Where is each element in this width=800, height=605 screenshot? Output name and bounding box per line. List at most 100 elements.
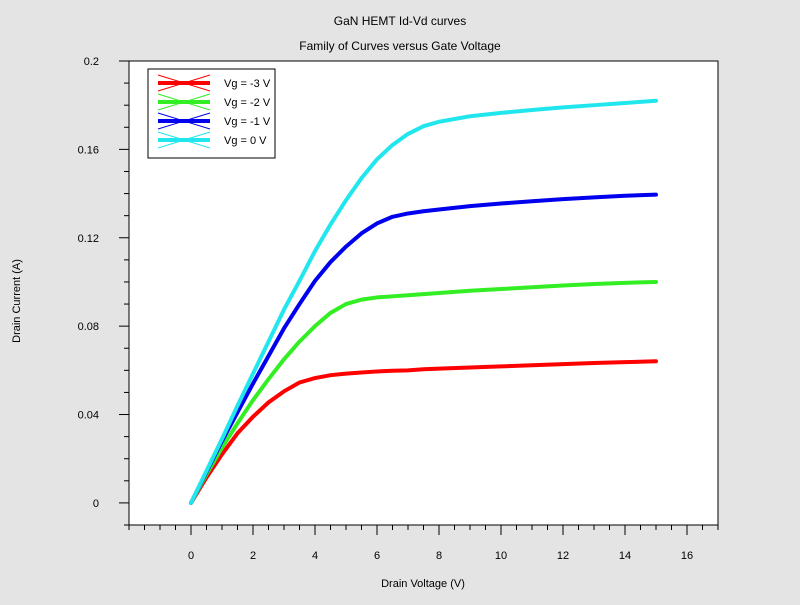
data-point [360,231,363,235]
legend-item: Vg = -2 V [157,93,271,111]
data-point [344,372,348,376]
data-point [422,209,425,213]
x-tick-label: 16 [681,550,693,562]
data-point [468,365,472,369]
x-tick-label: 14 [619,550,631,562]
data-point [654,99,658,103]
legend-label: Vg = -3 V [224,78,271,90]
x-axis-label: Drain Voltage (V) [381,578,465,590]
legend: Vg = -3 V Vg = -2 V Vg = -1 V Vg = 0 V [147,68,276,159]
data-point [189,501,193,505]
data-point [329,260,332,264]
chart-subtitle: Family of Curves versus Gate Voltage [299,39,501,53]
x-tick-label: 8 [436,550,442,562]
data-point [360,371,363,375]
legend-item: Vg = -3 V [157,74,271,92]
data-point [313,279,317,283]
data-point [654,193,658,197]
data-point [561,105,565,109]
data-point [329,223,332,227]
x-tick-label: 4 [312,550,318,562]
data-point [530,285,534,289]
data-point [344,198,348,202]
data-point [375,221,379,225]
data-point [220,437,224,441]
y-tick-label: 0.12 [78,233,99,245]
data-point [530,199,534,203]
data-point [499,364,503,368]
data-point [267,354,270,358]
data-point [406,132,410,136]
data-point [391,369,394,373]
data-point [391,215,394,219]
data-point [282,357,286,361]
x-tick-label: 12 [557,550,569,562]
series-1 [189,279,658,505]
data-point [282,326,286,330]
data-point [344,302,348,306]
data-point [267,400,270,404]
data-point [406,368,410,372]
data-point [422,124,425,128]
data-point [592,195,596,199]
data-point [623,360,627,364]
data-point [251,382,255,386]
data-point [561,197,565,201]
series-line [189,98,658,505]
data-point [422,292,425,296]
data-point [236,421,239,425]
data-point [561,362,565,366]
data-point [437,367,441,371]
data-point [422,367,425,371]
data-point [298,380,301,384]
data-point [313,249,317,253]
x-tick-label: 2 [250,550,256,562]
data-point [468,204,472,208]
data-point [251,372,255,376]
data-point [220,452,224,456]
data-point [592,361,596,365]
data-point [623,101,627,105]
curves [189,98,658,505]
data-point [298,279,301,283]
y-tick-label: 0.08 [78,321,99,333]
data-point [313,324,317,328]
series-line [189,359,658,505]
data-point [360,176,363,180]
y-tick-label: 0 [93,498,99,510]
data-point [205,469,208,473]
data-point [360,298,363,302]
data-point [391,294,394,298]
data-point [530,108,534,112]
data-point [561,283,565,287]
y-tick-label: 0.2 [84,56,99,68]
data-point [236,404,239,408]
data-point [499,111,503,115]
series-0 [189,359,658,505]
data-point [375,369,379,373]
chart-title: GaN HEMT Id-Vd curves [334,14,466,28]
legend-box [147,68,276,159]
data-point [530,363,534,367]
data-point [375,295,379,299]
data-point [654,359,658,363]
legend-label: Vg = -2 V [224,97,271,109]
data-point [437,120,441,124]
data-point [499,202,503,206]
y-tick-label: 0.16 [78,144,99,156]
legend-item: Vg = 0 V [157,131,267,149]
series-line [189,279,658,505]
data-point [344,245,348,249]
data-point [592,103,596,107]
data-point [654,280,658,284]
data-point [251,415,255,419]
data-point [298,340,301,344]
data-point [437,291,441,295]
axes: 0 0.04 0.08 0.12 0.16 0.2 0 2 4 6 8 10 12 14 16 [78,56,719,562]
data-point [623,281,627,285]
data-point [236,431,239,435]
data-point [313,376,317,380]
x-tick-label: 6 [374,550,380,562]
data-point [592,282,596,286]
